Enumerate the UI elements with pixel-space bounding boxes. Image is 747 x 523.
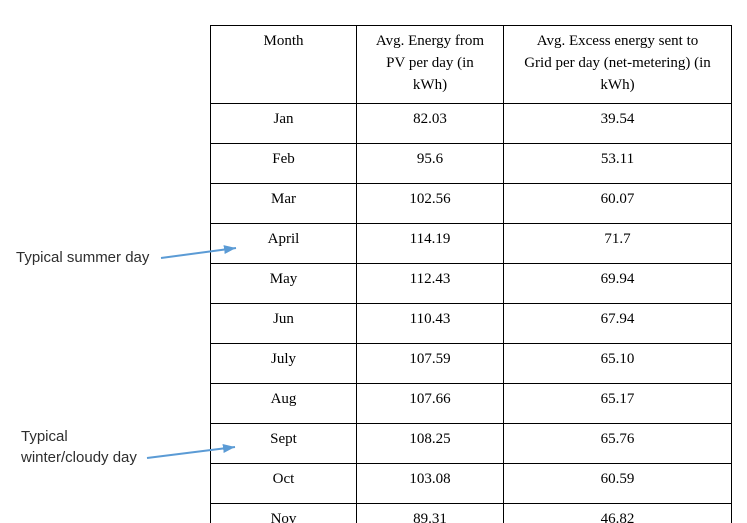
summer-annotation-label: Typical summer day: [16, 249, 150, 266]
pv-value-cell: 112.43: [356, 263, 504, 304]
winter-annotation-label: Typical winter/cloudy day: [21, 428, 137, 466]
grid-value-cell: 71.7: [503, 223, 732, 264]
month-cell: Nov: [210, 503, 357, 523]
table-row: Feb 95.6 53.11: [210, 143, 732, 184]
month-cell: July: [210, 343, 357, 384]
pv-value-cell: 82.03: [356, 103, 504, 144]
month-cell: Jan: [210, 103, 357, 144]
table-row: April 114.19 71.7: [210, 223, 732, 264]
pv-value-cell: 95.6: [356, 143, 504, 184]
table-row: Oct 103.08 60.59: [210, 463, 732, 504]
grid-value-cell: 65.10: [503, 343, 732, 384]
pv-energy-column-header: Avg. Energy from PV per day (in kWh): [356, 25, 504, 104]
grid-value-cell: 39.54: [503, 103, 732, 144]
grid-value-cell: 65.17: [503, 383, 732, 424]
table-row-may: May 112.43 69.94: [210, 263, 732, 304]
grid-energy-column-header: Avg. Excess energy sent to Grid per day …: [503, 25, 732, 104]
grid-value-cell: 53.11: [503, 143, 732, 184]
pv-value-cell: 110.43: [356, 303, 504, 344]
table-row-nov: Nov 89.31 46.82: [210, 503, 732, 523]
table-row: July 107.59 65.10: [210, 343, 732, 384]
pv-value-cell: 107.59: [356, 343, 504, 384]
pv-value-cell: 114.19: [356, 223, 504, 264]
table-row: Jan 82.03 39.54: [210, 103, 732, 144]
table-header-row: Month Avg. Energy from PV per day (in kW…: [210, 25, 732, 104]
month-cell: Sept: [210, 423, 357, 464]
energy-table: Month Avg. Energy from PV per day (in kW…: [210, 25, 732, 523]
grid-value-cell: 67.94: [503, 303, 732, 344]
grid-value-cell: 46.82: [503, 503, 732, 523]
month-cell: May: [210, 263, 357, 304]
table-row: Sept 108.25 65.76: [210, 423, 732, 464]
month-cell: Mar: [210, 183, 357, 224]
grid-value-cell: 65.76: [503, 423, 732, 464]
month-cell: Aug: [210, 383, 357, 424]
table-row: Jun 110.43 67.94: [210, 303, 732, 344]
grid-value-cell: 60.59: [503, 463, 732, 504]
table-row: Aug 107.66 65.17: [210, 383, 732, 424]
month-cell: Jun: [210, 303, 357, 344]
pv-value-cell: 102.56: [356, 183, 504, 224]
month-cell: Oct: [210, 463, 357, 504]
grid-value-cell: 60.07: [503, 183, 732, 224]
pv-value-cell: 103.08: [356, 463, 504, 504]
pv-value-cell: 107.66: [356, 383, 504, 424]
month-column-header: Month: [210, 25, 357, 104]
month-cell: April: [210, 223, 357, 264]
month-cell: Feb: [210, 143, 357, 184]
pv-value-cell: 89.31: [356, 503, 504, 523]
table-row: Mar 102.56 60.07: [210, 183, 732, 224]
pv-value-cell: 108.25: [356, 423, 504, 464]
grid-value-cell: 69.94: [503, 263, 732, 304]
